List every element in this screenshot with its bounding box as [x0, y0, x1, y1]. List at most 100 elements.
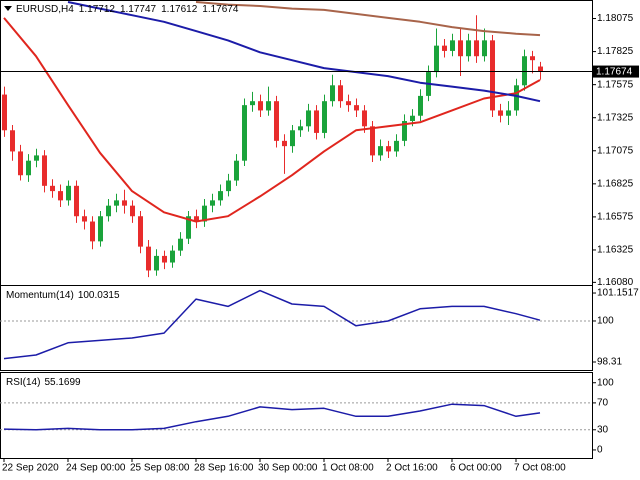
x-tick-label: 7 Oct 08:00 [514, 463, 566, 474]
candle-body [242, 105, 247, 161]
y-tick-label: 100 [597, 316, 614, 327]
y-tick-label: 30 [597, 424, 609, 435]
candle-body [506, 110, 511, 116]
candle-body [258, 101, 263, 111]
candle-body [530, 56, 535, 61]
x-tick-label: 30 Sep 00:00 [258, 463, 318, 474]
candle-body [146, 246, 151, 271]
candle-body [498, 110, 503, 116]
candle-body [490, 40, 495, 111]
indicator-header: RSI(14) 55.1699 [6, 377, 81, 388]
y-tick-label: 100 [597, 377, 614, 388]
indicator-title: Momentum(14) [6, 290, 74, 301]
ohlc-value: 1.17747 [120, 4, 157, 15]
candle-body [74, 185, 79, 217]
candle-body [306, 110, 311, 127]
x-tick-label: 22 Sep 2020 [2, 463, 59, 474]
indicator-line [3, 403, 541, 431]
candle-body [50, 185, 55, 192]
candle-body [194, 216, 199, 222]
candle-body [394, 140, 399, 152]
y-tick-label: 1.16825 [597, 178, 634, 189]
candle-body [474, 40, 479, 57]
candle-body [290, 130, 295, 147]
indicator-line [195, 1, 541, 37]
menu-arrow[interactable] [4, 6, 12, 11]
indicator-value: 100.0315 [78, 290, 120, 301]
candle-body [98, 216, 103, 242]
candle-body [162, 255, 167, 263]
candle-body [122, 200, 127, 206]
candle-body [458, 40, 463, 57]
indicator-line [67, 1, 541, 103]
indicator-title: RSI(14) [6, 377, 40, 388]
y-tick-label: 1.17325 [597, 112, 634, 123]
candle-body [66, 185, 71, 201]
candle-body [154, 255, 159, 271]
indicator-line [3, 17, 541, 223]
y-tick-label: 98.31 [597, 357, 622, 368]
y-tick-label: 1.16575 [597, 212, 634, 223]
y-tick-label: 1.17075 [597, 145, 634, 156]
candle-body [82, 216, 87, 222]
candle-body [450, 40, 455, 51]
y-tick-label: 70 [597, 398, 609, 409]
candle-body [434, 45, 439, 73]
candle-body [10, 130, 15, 152]
candle-body [138, 216, 143, 247]
x-tick-label: 24 Sep 00:00 [66, 463, 126, 474]
candle-body [322, 101, 327, 133]
candle-body [170, 250, 175, 263]
candle-body [346, 101, 351, 106]
candle-body [410, 115, 415, 122]
candle-body [106, 205, 111, 217]
candle-body [370, 126, 375, 156]
candle-body [114, 200, 119, 206]
candle-body [274, 101, 279, 141]
candle-body [250, 101, 255, 106]
candle-body [314, 110, 319, 133]
candle-body [218, 191, 223, 201]
ohlc-value: 1.17612 [161, 4, 198, 15]
candle-body [26, 160, 31, 176]
candle-body [90, 221, 95, 242]
candle-body [266, 101, 271, 111]
x-tick-label: 1 Oct 08:00 [322, 463, 374, 474]
candle-body [402, 121, 407, 141]
indicator-header: Momentum(14) 100.0315 [6, 290, 120, 301]
candle-body [282, 140, 287, 147]
panel-frame [0, 372, 593, 459]
current-price-label: 1.17674 [596, 67, 633, 78]
candle-body [178, 238, 183, 251]
candle-body [226, 180, 231, 192]
candle-body [330, 85, 335, 102]
candle-body [18, 151, 23, 176]
candle-body [378, 146, 383, 156]
chart-header: EURUSD,H4 1.17712 1.17747 1.17612 1.17674 [16, 4, 239, 15]
ohlc-value: 1.17674 [202, 4, 239, 15]
y-tick-label: 1.18075 [597, 13, 634, 24]
candle-body [362, 110, 367, 127]
ohlc-value: 1.17712 [79, 4, 116, 15]
x-tick-label: 25 Sep 08:00 [130, 463, 190, 474]
candle-body [418, 95, 423, 116]
candle-body [354, 105, 359, 111]
candle-body [482, 40, 487, 57]
indicator-value: 55.1699 [44, 377, 81, 388]
candle-body [298, 126, 303, 131]
candle-body [466, 40, 471, 57]
y-tick-label: 101.1517 [597, 288, 639, 299]
candle-body [522, 56, 527, 86]
x-tick-label: 28 Sep 16:00 [194, 463, 254, 474]
y-tick-label: 1.16080 [597, 277, 634, 288]
candle-body [130, 205, 135, 217]
y-tick-label: 1.17825 [597, 46, 634, 57]
x-tick-label: 2 Oct 16:00 [386, 463, 438, 474]
candle-body [538, 66, 543, 72]
candle-body [2, 94, 7, 131]
candle-body [202, 205, 207, 222]
candle-body [42, 155, 47, 186]
candle-body [338, 85, 343, 102]
